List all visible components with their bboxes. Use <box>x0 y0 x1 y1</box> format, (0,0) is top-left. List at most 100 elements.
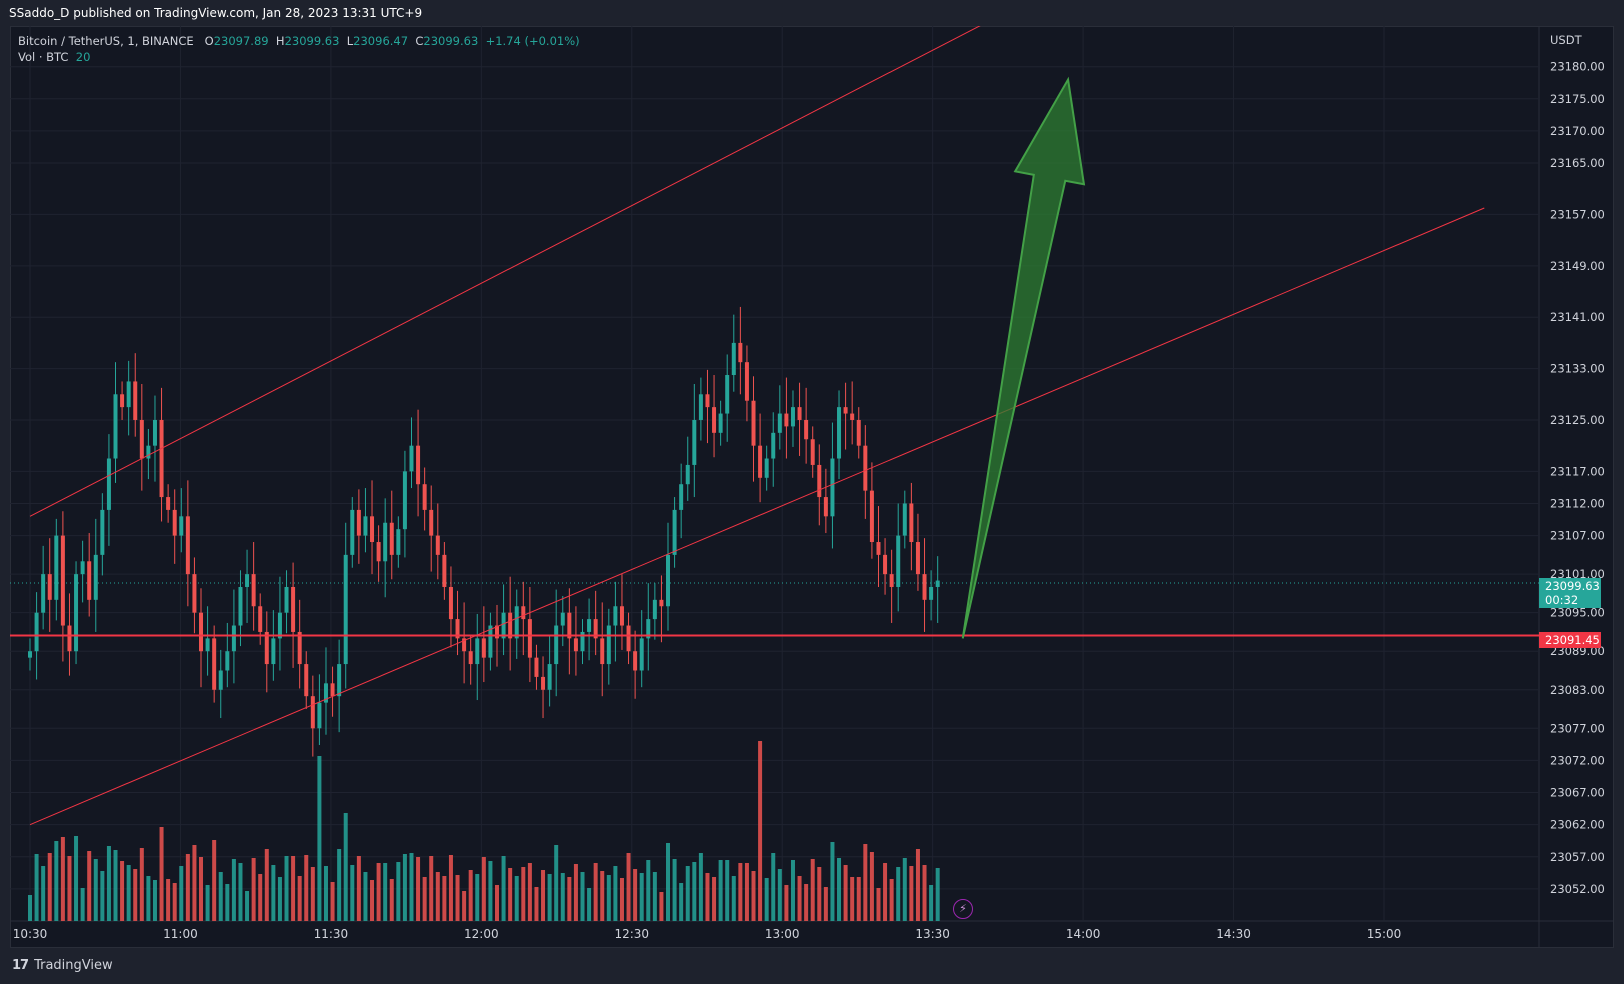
candle-body <box>323 683 328 703</box>
volume-bar <box>613 866 618 921</box>
volume-bar <box>152 880 157 921</box>
volume-bar <box>771 853 776 921</box>
candle-body <box>192 574 197 613</box>
candle-body <box>554 625 559 665</box>
volume-bar <box>442 876 447 921</box>
price-axis-currency: USDT <box>1550 33 1583 47</box>
volume-bar <box>179 866 184 921</box>
close-label: C <box>415 34 424 48</box>
publish-header: SSaddo_D published on TradingView.com, J… <box>0 0 1624 26</box>
volume-label[interactable]: Vol · BTC <box>18 50 69 64</box>
symbol-name[interactable]: Bitcoin / TetherUS, 1, BINANCE <box>18 34 194 48</box>
high-label: H <box>275 34 285 48</box>
lightning-icon[interactable]: ⚡ <box>953 899 973 919</box>
candle-body <box>120 394 125 408</box>
volume-bar <box>100 871 105 921</box>
candle-body <box>521 606 526 620</box>
price-tick-label: 23165.00 <box>1550 156 1605 170</box>
candle-body <box>659 599 664 607</box>
volume-bar <box>646 860 651 921</box>
candle-body <box>817 464 822 498</box>
time-tick-label: 10:30 <box>13 927 48 941</box>
volume-bar <box>567 877 572 921</box>
candle-body <box>771 432 776 459</box>
price-chart[interactable]: USDT 23180.00 23175.00 23170.00 23165.00 2315… <box>10 26 1614 948</box>
volume-bar <box>784 885 789 921</box>
candle-body <box>113 394 118 459</box>
candle-body <box>758 445 763 478</box>
volume-bar <box>146 876 151 921</box>
volume-bar <box>600 871 605 921</box>
time-tick-label: 11:00 <box>163 927 198 941</box>
candlestick-series[interactable] <box>28 306 940 757</box>
volume-bar <box>284 856 289 921</box>
candle-body <box>166 497 171 510</box>
candle-body <box>593 619 598 639</box>
volume-bar <box>751 871 756 921</box>
candle-body <box>87 561 92 600</box>
candle-body <box>725 375 730 414</box>
volume-bar <box>212 840 217 921</box>
candle-body <box>304 664 309 697</box>
candle-body <box>28 651 32 658</box>
candle-body <box>692 419 697 465</box>
price-tick-label: 23107.00 <box>1550 529 1605 543</box>
volume-bar <box>764 878 769 921</box>
candle-body <box>679 484 684 510</box>
volume-bar <box>652 872 657 921</box>
price-tick-label: 23077.00 <box>1550 721 1605 735</box>
volume-bar <box>909 866 914 921</box>
candle-body <box>619 606 624 626</box>
price-tick-label: 23072.00 <box>1550 753 1605 767</box>
price-tick-label: 23149.00 <box>1550 259 1605 273</box>
volume-bar <box>166 879 171 921</box>
volume-bar <box>823 887 828 921</box>
price-tick-label: 23083.00 <box>1550 683 1605 697</box>
volume-bar <box>679 883 684 921</box>
candle-body <box>850 413 855 420</box>
volume-bar <box>863 844 868 921</box>
candle-body <box>251 574 256 607</box>
candle-body <box>929 586 934 600</box>
volume-bar <box>790 860 795 921</box>
candle-body <box>93 554 98 600</box>
volume-bar <box>797 876 802 921</box>
volume-bar <box>370 880 375 921</box>
volume-bar <box>935 868 940 921</box>
candle-body <box>370 516 375 543</box>
volume-bar <box>606 875 611 921</box>
volume-bar <box>508 868 513 921</box>
candle-body <box>54 535 59 600</box>
candle-body <box>442 554 447 587</box>
candle-body <box>738 342 743 363</box>
volume-bar <box>402 854 407 921</box>
candle-body <box>396 529 401 555</box>
volume-bar <box>67 856 72 921</box>
candle-body <box>218 670 223 690</box>
chart-drawings[interactable] <box>10 26 1539 826</box>
volume-bar <box>659 892 664 921</box>
volume-bar <box>304 855 309 921</box>
time-tick-label: 12:00 <box>464 927 499 941</box>
volume-bar <box>731 876 736 921</box>
volume-bar <box>47 853 52 921</box>
volume-bar <box>626 853 631 921</box>
volume-bar <box>330 882 335 921</box>
candle-body <box>238 586 243 626</box>
trend-line <box>29 207 1485 826</box>
candle-body <box>606 625 611 665</box>
volume-bar <box>692 862 697 921</box>
volume-bar <box>396 862 401 921</box>
volume-bar <box>350 865 355 921</box>
volume-bar <box>712 877 717 921</box>
brand[interactable]: 17 TradingView <box>12 958 113 973</box>
time-axis[interactable]: 10:30 11:00 11:30 12:00 12:30 13:00 13:30 14:00… <box>13 927 1402 941</box>
candle-body <box>47 574 52 600</box>
volume-bar <box>80 888 85 921</box>
price-axis[interactable]: USDT 23180.00 23175.00 23170.00 23165.00 2315… <box>1550 33 1605 896</box>
volume-bar <box>758 741 763 921</box>
candle-body <box>915 542 920 575</box>
volume-bar <box>87 851 92 921</box>
volume-bar <box>481 857 486 921</box>
volume-bar <box>856 877 861 921</box>
